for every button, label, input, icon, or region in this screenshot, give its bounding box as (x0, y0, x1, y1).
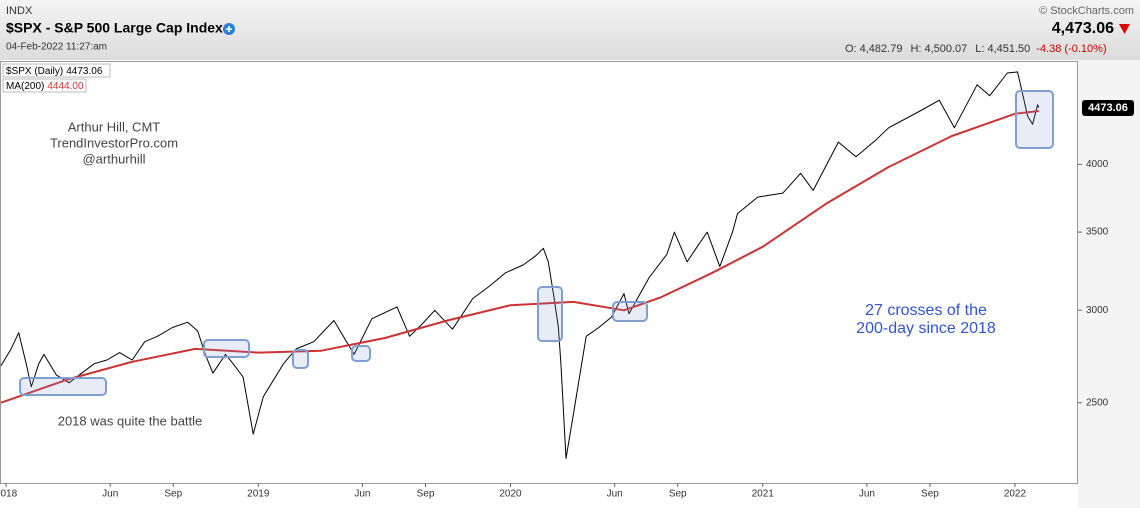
chart-title: $SPX - S&P 500 Large Cap Index (6, 20, 223, 36)
price-tag (1082, 100, 1134, 116)
author-line: TrendInvestorPro.com (50, 135, 178, 150)
plot-area (0, 61, 1078, 484)
x-tick-label: 2019 (247, 489, 270, 500)
note-right: 200-day since 2018 (856, 320, 996, 337)
last-price: 4,473.06 (1052, 20, 1114, 37)
legend-value: 4444.00 (47, 81, 84, 92)
legend-value: 4473.06 (66, 66, 103, 77)
x-tick-label: 2021 (752, 489, 775, 500)
y-tick-label: 4000 (1086, 159, 1109, 170)
x-tick-label: Sep (669, 489, 687, 500)
author-block: Arthur Hill, CMT TrendInvestorPro.com @a… (50, 119, 178, 166)
legend-name: $SPX (Daily) (6, 66, 63, 77)
low: 4,451.50 (987, 43, 1030, 55)
x-tick-label: Sep (164, 489, 182, 500)
plot (0, 71, 1040, 459)
legend-box (2, 63, 111, 78)
open: 4,482.79 (860, 43, 903, 55)
low-label: L: (975, 43, 984, 55)
x-tick-label: Jun (354, 489, 370, 500)
open-label: O: (845, 43, 857, 55)
x-tick-label: Sep (921, 489, 939, 500)
ohlc: O: 4,482.79 H: 4,500.07 L: 4,451.50 -4.38 (-0.… (845, 43, 1107, 55)
legend-name: MA(200) (6, 81, 44, 92)
y-tick-label: 2500 (1086, 397, 1109, 408)
exchange: INDX (6, 5, 33, 17)
x-tick-label: Jun (859, 489, 875, 500)
header-background (0, 0, 1140, 60)
x-tick-label: 2020 (499, 489, 522, 500)
highlight-box (292, 349, 309, 369)
x-tick-label: 2018 (0, 489, 18, 500)
note-right: 27 crosses of the (865, 302, 987, 319)
y-tick-label: 3000 (1086, 305, 1109, 316)
price-tag-label: 4473.06 (1088, 102, 1128, 114)
series-line (0, 110, 1040, 404)
axis-background (1078, 60, 1140, 508)
highlight-box (351, 345, 371, 362)
legend-box (2, 78, 87, 93)
note-left: 2018 was quite the battle (58, 413, 203, 428)
author-line: Arthur Hill, CMT (68, 119, 161, 134)
highlight-box (1015, 90, 1054, 149)
timestamp: 04-Feb-2022 11:27:am (6, 42, 107, 53)
highlight-boxes (19, 90, 1054, 396)
x-tick-label: Jun (102, 489, 118, 500)
highlight-box (612, 301, 648, 322)
add-icon-plus (226, 26, 232, 32)
series-line (0, 71, 1040, 459)
x-tick-label: Sep (417, 489, 435, 500)
high-label: H: (910, 43, 921, 55)
high: 4,500.07 (924, 43, 967, 55)
y-tick-label: 3500 (1086, 227, 1109, 238)
legend-entry: MA(200) 4444.00 (6, 81, 84, 92)
copyright: © StockCharts.com (1039, 5, 1134, 17)
change: -4.38 (-0.10%) (1036, 43, 1106, 55)
legend-entry: $SPX (Daily) 4473.06 (6, 66, 103, 77)
x-tick-label: Jun (607, 489, 623, 500)
author-line: @arthurhill (82, 151, 145, 166)
highlight-box (203, 339, 250, 358)
down-arrow (1119, 24, 1130, 34)
highlight-box (537, 286, 563, 342)
highlight-box (19, 377, 107, 396)
x-tick-label: 2022 (1004, 489, 1027, 500)
